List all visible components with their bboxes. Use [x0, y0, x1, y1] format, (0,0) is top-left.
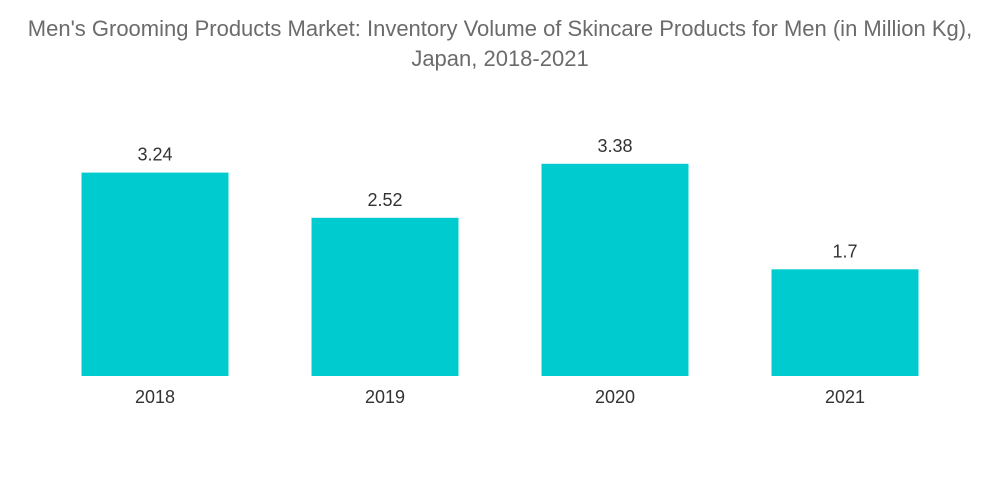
value-label-2020: 3.38 [597, 136, 632, 156]
bar-2020 [541, 163, 689, 376]
value-label-2019: 2.52 [367, 190, 402, 210]
x-tick-label-2019: 2019 [365, 387, 405, 407]
bar-2019 [311, 217, 459, 376]
value-label-2021: 1.7 [832, 241, 857, 261]
bars-layer [81, 163, 919, 376]
x-tick-label-2021: 2021 [825, 387, 865, 407]
value-labels-layer: 3.24 2.52 3.38 1.7 [137, 136, 857, 261]
x-axis-ticks: 2018 2019 2020 2021 [135, 387, 865, 407]
bar-2018 [81, 172, 229, 376]
bar-2021 [771, 269, 919, 376]
x-tick-label-2020: 2020 [595, 387, 635, 407]
value-label-2018: 3.24 [137, 145, 172, 165]
chart-title: Men's Grooming Products Market: Inventor… [27, 16, 973, 71]
x-tick-label-2018: 2018 [135, 387, 175, 407]
